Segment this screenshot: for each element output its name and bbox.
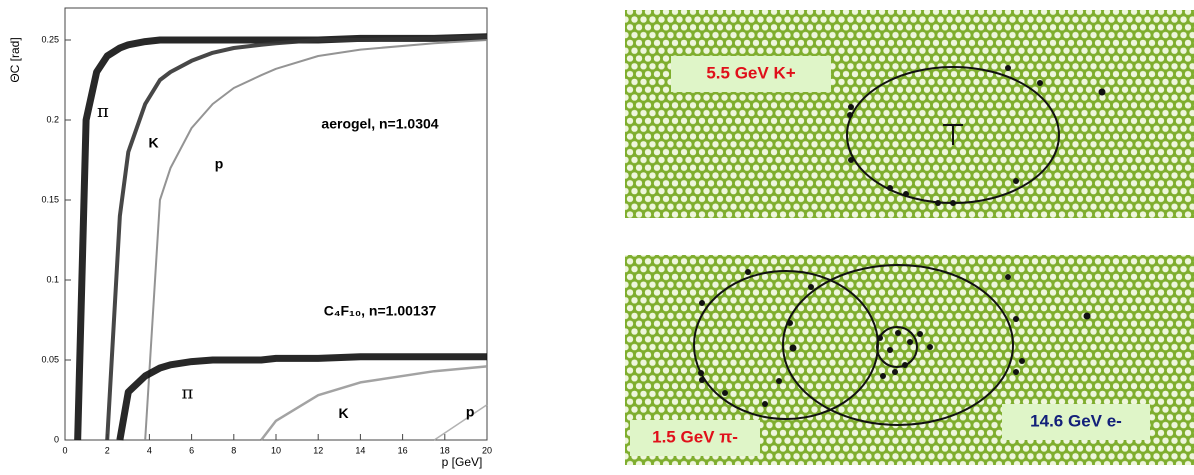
x-tick-label: 4 bbox=[147, 445, 152, 455]
event-label: 1.5 GeV π- bbox=[652, 427, 738, 446]
y-axis-label: ΘC [rad] bbox=[8, 37, 22, 82]
series-line bbox=[107, 37, 487, 440]
annotation: aerogel, n=1.0304 bbox=[321, 116, 438, 132]
annotation: C₄F₁₀, n=1.00137 bbox=[324, 303, 437, 319]
x-tick-label: 16 bbox=[398, 445, 408, 455]
y-tick-label: 0 bbox=[54, 434, 59, 444]
event-display-bottom: 1.5 GeV π- 14.6 GeV e- bbox=[625, 255, 1194, 465]
x-tick-label: 2 bbox=[105, 445, 110, 455]
x-tick-label: 18 bbox=[440, 445, 450, 455]
x-axis-label: p [GeV] bbox=[442, 455, 483, 469]
series-line bbox=[120, 357, 487, 440]
x-tick-label: 12 bbox=[313, 445, 323, 455]
y-tick-label: 0.1 bbox=[46, 274, 59, 284]
series-label: p bbox=[466, 404, 475, 420]
series-label: K bbox=[338, 405, 348, 421]
x-tick-label: 8 bbox=[231, 445, 236, 455]
series-label: π bbox=[181, 383, 193, 404]
event-display-top: 5.5 GeV K+ bbox=[625, 10, 1194, 218]
series-line bbox=[434, 405, 487, 440]
y-tick-label: 0.15 bbox=[41, 194, 59, 204]
series-label: K bbox=[149, 135, 159, 151]
event-label: 5.5 GeV K+ bbox=[706, 63, 795, 82]
event-label: 14.6 GeV e- bbox=[1030, 411, 1122, 430]
x-tick-label: 20 bbox=[482, 445, 492, 455]
figure: ΘC [rad] p [GeV] aerogel, n=1.0304 C₄F₁₀… bbox=[0, 0, 1194, 470]
plot-frame bbox=[65, 8, 487, 440]
y-tick-label: 0.2 bbox=[46, 114, 59, 124]
page: ΘC [rad] p [GeV] aerogel, n=1.0304 C₄F₁₀… bbox=[0, 0, 1194, 475]
x-tick-label: 0 bbox=[62, 445, 67, 455]
series-line bbox=[261, 366, 487, 440]
x-tick-label: 6 bbox=[189, 445, 194, 455]
series-label: p bbox=[215, 156, 224, 172]
series-label: π bbox=[97, 101, 109, 122]
series-line bbox=[145, 40, 487, 440]
x-tick-label: 10 bbox=[271, 445, 281, 455]
y-tick-label: 0.25 bbox=[41, 34, 59, 44]
y-tick-label: 0.05 bbox=[41, 354, 59, 364]
x-tick-label: 14 bbox=[355, 445, 365, 455]
